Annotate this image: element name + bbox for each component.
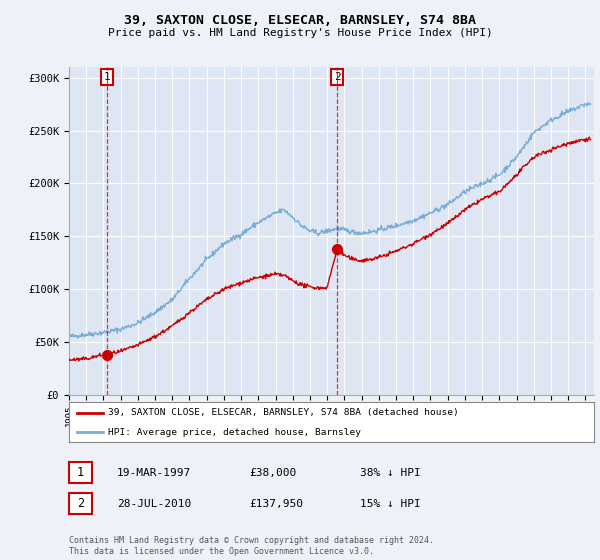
Text: 1: 1 [77, 466, 84, 479]
Text: Price paid vs. HM Land Registry's House Price Index (HPI): Price paid vs. HM Land Registry's House … [107, 28, 493, 38]
Text: 38% ↓ HPI: 38% ↓ HPI [360, 468, 421, 478]
Text: 28-JUL-2010: 28-JUL-2010 [117, 499, 191, 509]
Text: £38,000: £38,000 [249, 468, 296, 478]
Text: 39, SAXTON CLOSE, ELSECAR, BARNSLEY, S74 8BA: 39, SAXTON CLOSE, ELSECAR, BARNSLEY, S74… [124, 14, 476, 27]
Text: 19-MAR-1997: 19-MAR-1997 [117, 468, 191, 478]
Text: 39, SAXTON CLOSE, ELSECAR, BARNSLEY, S74 8BA (detached house): 39, SAXTON CLOSE, ELSECAR, BARNSLEY, S74… [109, 408, 459, 417]
Text: 2: 2 [77, 497, 84, 510]
Text: Contains HM Land Registry data © Crown copyright and database right 2024.
This d: Contains HM Land Registry data © Crown c… [69, 536, 434, 556]
Text: HPI: Average price, detached house, Barnsley: HPI: Average price, detached house, Barn… [109, 428, 361, 437]
Text: £137,950: £137,950 [249, 499, 303, 509]
Text: 2: 2 [334, 72, 340, 82]
Text: 1: 1 [104, 72, 110, 82]
Text: 15% ↓ HPI: 15% ↓ HPI [360, 499, 421, 509]
